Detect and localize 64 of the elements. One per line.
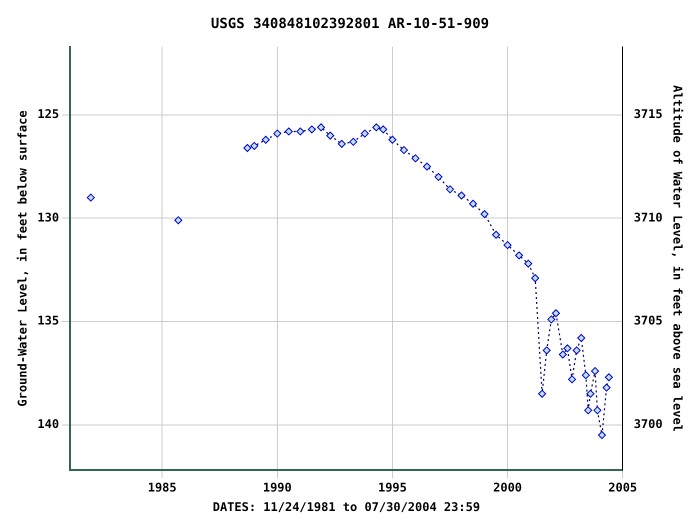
point bbox=[504, 241, 512, 250]
point bbox=[400, 146, 408, 154]
point bbox=[372, 123, 380, 132]
point bbox=[174, 216, 182, 224]
point bbox=[568, 375, 576, 384]
point bbox=[604, 373, 613, 382]
y2-tick-label: 3700 bbox=[634, 416, 663, 431]
y2-tick-label: 3705 bbox=[634, 314, 663, 328]
y-tick-label: 135 bbox=[37, 314, 60, 328]
y2-tick-label: 3710 bbox=[634, 210, 663, 224]
y-tick-label: 125 bbox=[37, 107, 60, 122]
point bbox=[458, 192, 466, 200]
point bbox=[379, 125, 388, 134]
point bbox=[284, 127, 293, 136]
point bbox=[349, 138, 358, 146]
point bbox=[542, 346, 551, 354]
point bbox=[86, 194, 95, 202]
y2-tick-label: 3715 bbox=[634, 107, 663, 122]
point bbox=[582, 371, 590, 380]
point bbox=[515, 251, 524, 260]
chart-title: USGS 340848102392801 AR-10-51-909 bbox=[210, 16, 490, 32]
x-tick-label: 1985 bbox=[148, 480, 177, 495]
point bbox=[586, 390, 594, 398]
x-tick-label: 1990 bbox=[262, 480, 292, 495]
y2-axis-title: Altitude of Water Level, in feet above sea level bbox=[670, 85, 685, 432]
y-tick-label: 140 bbox=[37, 416, 60, 431]
x-tick-label: 2005 bbox=[608, 480, 638, 495]
point bbox=[317, 123, 326, 132]
point bbox=[360, 130, 369, 138]
point bbox=[243, 144, 252, 152]
point bbox=[262, 136, 270, 144]
point bbox=[598, 431, 606, 440]
y-axis-title: Ground-Water Level, in feet below surface bbox=[15, 110, 30, 407]
point bbox=[524, 260, 532, 268]
x-tick-label: 1995 bbox=[378, 480, 407, 495]
point bbox=[480, 210, 489, 218]
point bbox=[422, 162, 431, 171]
x-tick-label: 2000 bbox=[493, 480, 522, 495]
point bbox=[411, 154, 420, 162]
point bbox=[250, 142, 258, 150]
point bbox=[547, 315, 556, 324]
point bbox=[602, 384, 611, 392]
point bbox=[296, 127, 304, 136]
point bbox=[591, 367, 600, 376]
point bbox=[469, 200, 478, 208]
x-axis-title: DATES: 11/24/1981 to 07/30/2004 23:59 bbox=[212, 500, 480, 514]
point bbox=[563, 344, 572, 352]
point bbox=[434, 172, 442, 181]
point bbox=[326, 132, 334, 140]
point bbox=[558, 350, 567, 359]
point bbox=[538, 390, 546, 398]
point bbox=[388, 136, 396, 144]
point bbox=[446, 185, 454, 194]
point bbox=[338, 140, 346, 148]
y-tick-label: 130 bbox=[37, 210, 60, 224]
point bbox=[531, 274, 540, 282]
point bbox=[593, 406, 602, 414]
point bbox=[572, 346, 581, 354]
point bbox=[273, 130, 282, 138]
point bbox=[577, 334, 586, 342]
point bbox=[492, 230, 500, 239]
point bbox=[308, 125, 316, 134]
point bbox=[584, 406, 592, 414]
point bbox=[552, 309, 560, 318]
